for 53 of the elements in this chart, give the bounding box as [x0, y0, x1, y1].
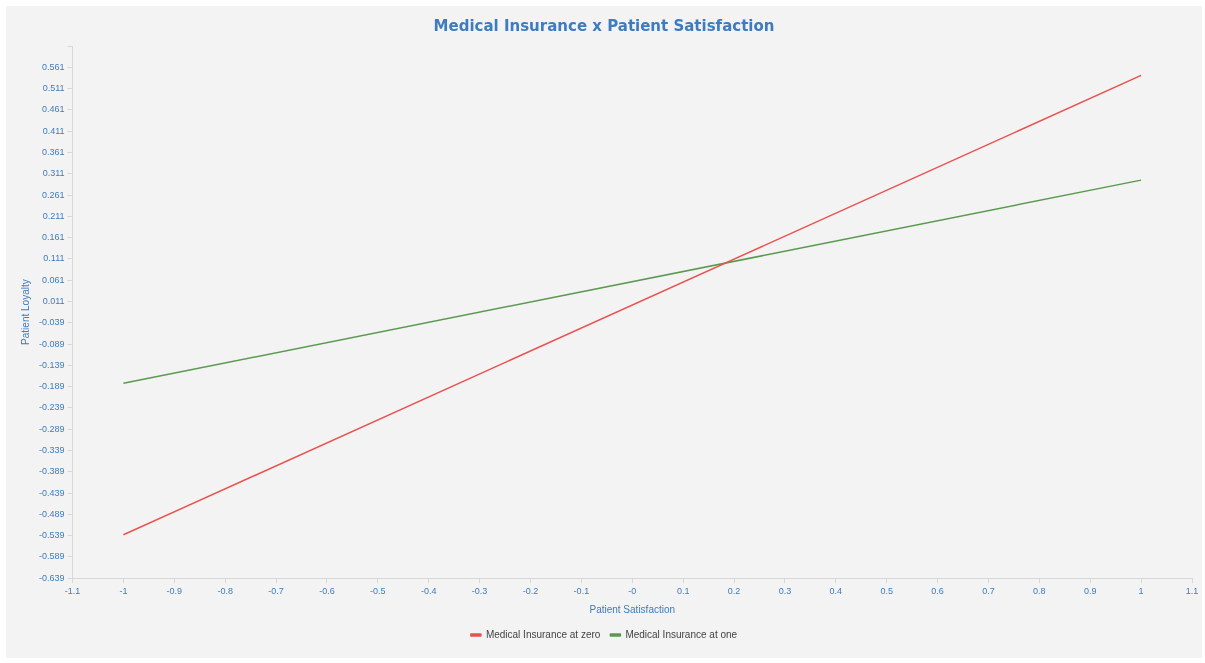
x-tick-label: -1: [119, 586, 128, 597]
y-tick-label: -0.439: [38, 487, 65, 498]
y-tick-label: -0.189: [38, 381, 65, 392]
y-tick-label: 0.111: [43, 253, 65, 264]
x-tick-label: 0.2: [727, 586, 741, 597]
y-tick-label: 0.261: [41, 189, 65, 200]
x-tick-label: -0.3: [471, 586, 488, 597]
x-tick-label: -0.2: [522, 586, 539, 597]
x-axis-title: Patient Satisfaction: [589, 603, 676, 615]
x-tick-label: 0.8: [1033, 586, 1046, 597]
y-tick-label: -0.089: [38, 338, 65, 349]
x-tick-label: 0.4: [829, 586, 843, 597]
x-tick-label: 0.9: [1083, 586, 1097, 597]
x-tick-label: 0.3: [778, 586, 792, 597]
y-tick-label: 0.511: [42, 83, 65, 94]
x-tick-label: -0.7: [268, 586, 284, 597]
x-tick-label: -1.1: [64, 586, 81, 597]
x-tick-label: -0.4: [420, 586, 437, 597]
x-tick-label: 0.1: [676, 586, 690, 597]
y-tick-label: 0.011: [42, 295, 65, 306]
x-tick-label: -0.9: [166, 586, 183, 597]
chart-title: Medical Insurance x Patient Satisfaction: [433, 16, 775, 35]
x-tick-label: 0.6: [931, 586, 944, 597]
y-tick-label: 0.361: [41, 146, 65, 157]
y-axis-title: Patient Loyalty: [19, 279, 31, 345]
y-tick-label: -0.139: [38, 359, 65, 370]
y-tick-label: -0.239: [38, 402, 65, 413]
y-tick-label: 0.061: [41, 274, 65, 285]
y-tick-label: 0.161: [41, 232, 65, 243]
x-tick-label: -0.1: [573, 586, 590, 597]
y-tick-label: -0.589: [38, 551, 65, 562]
y-tick-label: 0.461: [41, 104, 65, 115]
y-tick-label: -0.489: [38, 508, 65, 519]
y-tick-label: 0.311: [42, 168, 65, 179]
x-tick-label: 0.7: [982, 586, 995, 597]
y-tick-label: -0.289: [38, 423, 65, 434]
y-tick-label: -0.639: [38, 572, 65, 583]
y-tick-label: 0.411: [42, 125, 65, 136]
x-tick-label: -0: [628, 586, 637, 597]
y-tick-label: -0.039: [38, 317, 65, 328]
x-tick-label: 1: [1138, 586, 1144, 597]
y-tick-label: -0.339: [38, 444, 65, 455]
y-tick-label: -0.389: [38, 466, 65, 477]
x-tick-label: -0.5: [370, 586, 386, 597]
y-tick-label: -0.539: [38, 530, 65, 541]
legend-label: Medical Insurance at one: [625, 628, 738, 640]
legend-label: Medical Insurance at zero: [485, 628, 601, 640]
y-tick-label: 0.561: [41, 61, 65, 72]
x-tick-label: -0.8: [217, 586, 233, 597]
x-tick-label: -0.6: [319, 586, 335, 597]
y-tick-label: 0.211: [42, 210, 65, 221]
x-tick-label: 0.5: [880, 586, 893, 597]
x-tick-label: 1.1: [1185, 586, 1199, 597]
